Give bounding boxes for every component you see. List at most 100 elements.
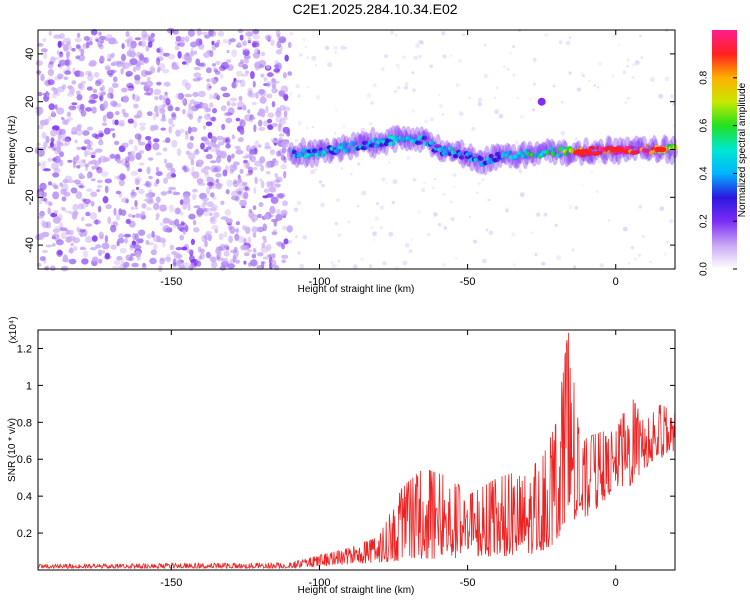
noise-blob — [453, 185, 456, 188]
noise-blob — [533, 82, 536, 86]
noise-blob — [92, 88, 98, 94]
noise-blob — [203, 52, 211, 58]
noise-blob — [441, 263, 446, 268]
noise-blob — [239, 119, 246, 128]
noise-blob — [76, 94, 83, 101]
noise-blob — [162, 217, 170, 224]
noise-blob — [294, 235, 298, 238]
noise-blob — [216, 94, 221, 101]
noise-blob — [65, 138, 70, 146]
noise-blob — [76, 226, 80, 232]
noise-blob — [215, 60, 221, 65]
noise-blob — [642, 235, 645, 238]
noise-blob — [200, 142, 205, 150]
noise-blob — [110, 224, 117, 233]
noise-blob — [225, 112, 233, 116]
noise-blob — [223, 250, 230, 257]
noise-blob — [193, 66, 201, 71]
noise-blob — [162, 177, 169, 184]
noise-blob — [153, 88, 162, 96]
noise-blob — [103, 157, 110, 162]
noise-blob — [626, 58, 630, 62]
noise-blob — [183, 167, 191, 173]
noise-blob — [275, 213, 283, 221]
noise-blob — [560, 100, 564, 104]
noise-blob — [237, 106, 243, 110]
noise-blob — [220, 86, 228, 92]
spectrogram-xlabel: Height of straight line (km) — [298, 284, 415, 295]
noise-blob — [282, 200, 288, 207]
noise-blob — [159, 107, 166, 114]
noise-blob — [90, 29, 98, 36]
noise-blob — [347, 220, 350, 224]
noise-blob — [207, 142, 213, 148]
signal-halo — [565, 150, 572, 166]
noise-blob — [271, 122, 278, 127]
noise-blob — [100, 171, 109, 177]
noise-blob — [225, 138, 229, 143]
noise-blob — [183, 196, 191, 205]
figure-title: C2E1.2025.284.10.34.E02 — [292, 1, 457, 17]
noise-blob — [132, 232, 137, 241]
noise-blob — [531, 108, 536, 112]
noise-blob — [248, 92, 256, 98]
noise-blob — [443, 226, 448, 230]
noise-blob — [41, 250, 49, 253]
noise-blob — [123, 233, 132, 238]
noise-blob — [271, 253, 276, 259]
noise-blob — [259, 178, 263, 182]
noise-blob — [101, 122, 108, 126]
noise-blob — [266, 72, 274, 77]
noise-blob — [478, 171, 483, 175]
signal-halo — [491, 145, 498, 160]
signal-point — [383, 141, 389, 147]
noise-blob — [454, 257, 458, 260]
noise-blob — [267, 118, 273, 124]
noise-blob — [382, 261, 387, 266]
signal-point — [428, 140, 436, 146]
noise-blob — [270, 39, 275, 47]
noise-blob — [281, 254, 289, 259]
noise-blob — [43, 197, 48, 202]
signal-halo — [552, 147, 558, 166]
noise-blob — [244, 226, 251, 235]
noise-blob — [101, 250, 106, 254]
noise-blob — [132, 214, 136, 218]
y-tick-label: 1.2 — [17, 343, 32, 355]
noise-blob — [213, 211, 220, 218]
noise-blob — [95, 80, 102, 87]
noise-blob — [223, 112, 232, 117]
noise-blob — [244, 186, 249, 191]
noise-blob — [397, 67, 400, 70]
noise-blob — [565, 40, 571, 46]
noise-blob — [284, 54, 289, 62]
noise-blob — [69, 105, 73, 110]
noise-blob — [52, 228, 61, 233]
noise-blob — [62, 254, 68, 262]
noise-blob — [192, 193, 197, 201]
noise-blob — [222, 257, 229, 263]
noise-blob — [370, 101, 374, 105]
noise-blob — [632, 63, 636, 67]
signal-peak-segment — [609, 147, 625, 152]
noise-blob — [220, 200, 225, 205]
noise-blob — [86, 126, 94, 131]
noise-blob — [89, 247, 97, 251]
noise-blob — [276, 40, 282, 49]
noise-blob — [211, 206, 217, 212]
noise-blob — [188, 103, 192, 111]
noise-blob — [257, 119, 263, 127]
noise-blob — [58, 141, 63, 148]
noise-blob — [246, 144, 251, 152]
noise-blob — [392, 179, 398, 185]
noise-blob — [85, 223, 93, 227]
noise-blob — [638, 204, 643, 209]
noise-blob — [245, 173, 250, 177]
noise-blob — [405, 82, 409, 86]
noise-blob — [147, 157, 154, 161]
signal-point — [523, 154, 528, 159]
noise-blob — [181, 36, 185, 42]
noise-blob — [172, 29, 179, 35]
noise-blob — [541, 261, 546, 266]
noise-blob — [150, 249, 157, 256]
